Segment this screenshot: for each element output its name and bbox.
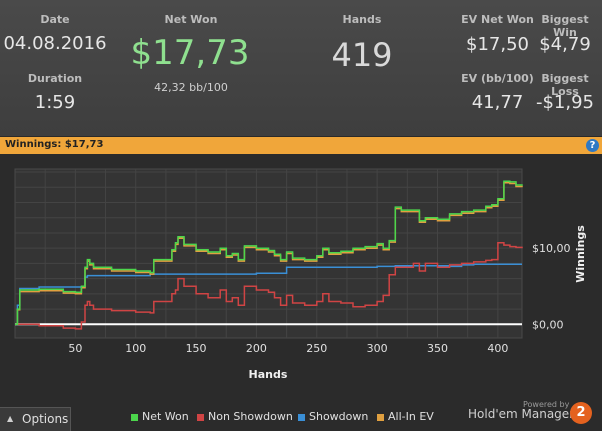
legend-swatch-non-showdown xyxy=(197,413,204,421)
legend-swatch-all-in-ev xyxy=(377,413,384,421)
options-button[interactable]: ▲ Options xyxy=(0,407,71,431)
x-tick-label: 400 xyxy=(487,342,508,355)
duration-value: 1:59 xyxy=(34,92,76,113)
winnings-banner-text: Winnings: $17,73 xyxy=(5,139,104,150)
powered-by-text: Powered by xyxy=(523,400,570,409)
y-tick-label: $0,00 xyxy=(532,318,564,331)
ev-bb100-value: 41,77 xyxy=(471,92,524,113)
legend-label-non-showdown: Non Showdown xyxy=(208,410,293,423)
plot-area xyxy=(14,168,523,339)
series-line-non-showdown xyxy=(15,242,523,330)
x-tick-label: 200 xyxy=(246,342,267,355)
legend-label-net-won: Net Won xyxy=(142,410,189,423)
biggest-loss-value: -$1,95 xyxy=(535,92,595,113)
x-tick-label: 300 xyxy=(367,342,388,355)
date-label: Date xyxy=(40,13,70,26)
help-icon[interactable]: ? xyxy=(586,139,599,152)
biggest-win-label: Biggest Win xyxy=(541,13,589,39)
net-won-value: $17,73 xyxy=(130,33,250,73)
legend-item-all-in-ev[interactable]: All-In EV xyxy=(377,410,434,423)
series-line-showdown xyxy=(15,263,522,326)
options-label: Options xyxy=(22,412,69,426)
x-tick-label: 100 xyxy=(125,342,146,355)
series-line-net-won xyxy=(15,180,523,326)
legend-label-all-in-ev: All-In EV xyxy=(388,410,434,423)
ev-net-won-label: EV Net Won xyxy=(461,13,534,26)
biggest-win-value: $4,79 xyxy=(539,34,591,55)
y-axis-title: Winnings xyxy=(574,225,587,283)
footer-bar: ▲ Options Net Won Non Showdown Showdown … xyxy=(0,400,602,431)
y-tick-label: $10,00 xyxy=(532,242,571,255)
winnings-chart-svg: 50 100 150 200 250 300 350 400 $0,00 $10,00 Hand… xyxy=(0,155,602,400)
duration-label: Duration xyxy=(27,72,83,85)
x-axis-title: Hands xyxy=(249,368,288,381)
x-tick-label: 350 xyxy=(427,342,448,355)
date-value: 04.08.2016 xyxy=(3,33,107,54)
legend-swatch-net-won xyxy=(131,413,138,421)
hm2-logo-icon: 2 xyxy=(570,402,592,424)
legend-item-net-won[interactable]: Net Won xyxy=(131,410,189,423)
ev-bb100-label: EV (bb/100) xyxy=(461,72,534,85)
biggest-loss-label: Biggest Loss xyxy=(541,72,589,98)
ev-net-won-value: $17,50 xyxy=(466,34,529,55)
hands-label: Hands xyxy=(342,13,382,26)
legend-label-showdown: Showdown xyxy=(309,410,369,423)
winnings-banner: Winnings: $17,73 ? xyxy=(0,137,602,154)
summary-panel: Date 04.08.2016 Duration 1:59 Net Won $1… xyxy=(0,0,602,137)
net-won-label: Net Won xyxy=(164,13,218,26)
net-won-bb100: 42,32 bb/100 xyxy=(154,81,228,94)
x-tick-label: 250 xyxy=(306,342,327,355)
x-tick-label: 150 xyxy=(186,342,207,355)
hands-value: 419 xyxy=(331,36,393,74)
legend-swatch-showdown xyxy=(298,413,305,421)
legend-item-showdown[interactable]: Showdown xyxy=(298,410,368,423)
winnings-chart: 50 100 150 200 250 300 350 400 $0,00 $10,00 Hand… xyxy=(0,155,602,400)
x-tick-label: 50 xyxy=(68,342,82,355)
legend-item-non-showdown[interactable]: Non Showdown xyxy=(197,410,293,423)
brand-name: Hold'em Manager xyxy=(468,407,575,421)
chevron-up-icon: ▲ xyxy=(7,414,14,423)
